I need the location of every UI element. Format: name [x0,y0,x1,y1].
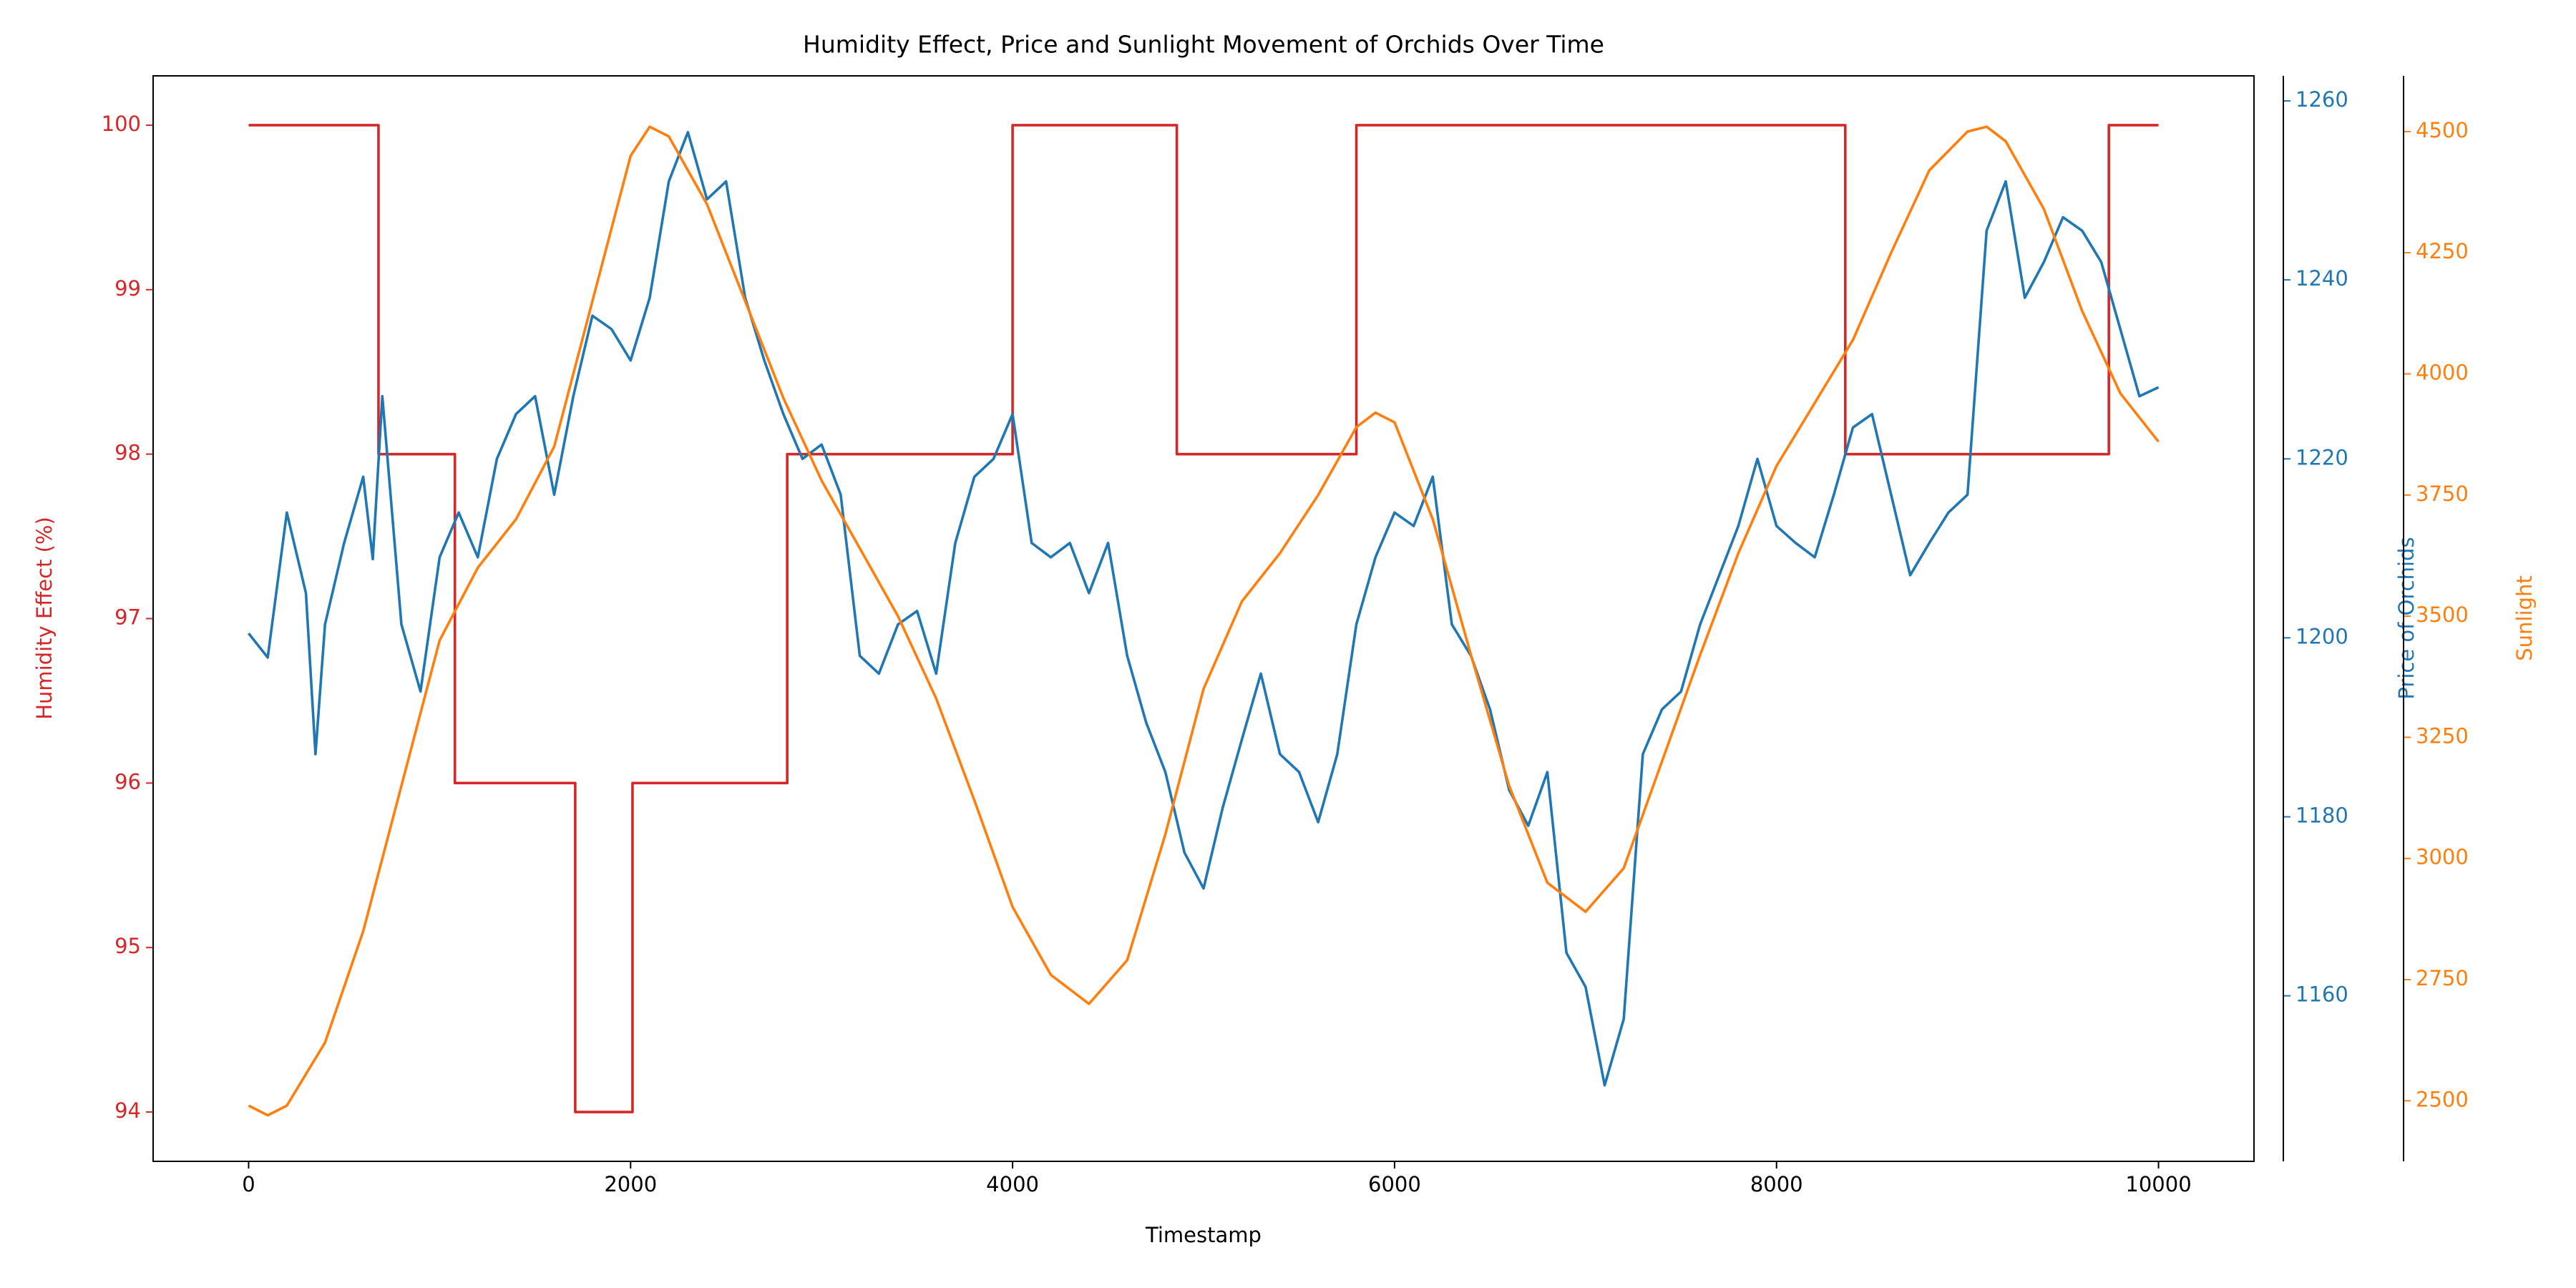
x-tick-label: 0 [242,1172,255,1196]
y3-tick-label: 3750 [2416,482,2469,506]
y3-axis-label: Sunlight [2512,575,2537,660]
y2-tick-label: 1200 [2296,624,2348,648]
series-line [248,124,2159,1113]
y3-tick-label: 4500 [2416,118,2469,142]
series-line [248,130,2160,1087]
y-tick-label: 94 [114,1098,141,1123]
y3-tick-label: 3500 [2416,602,2469,627]
y2-tick-label: 1160 [2296,982,2348,1007]
x-tick-label: 8000 [1750,1172,1803,1196]
y3-tick-label: 2750 [2416,966,2469,990]
y3-tick-label: 4000 [2416,360,2469,384]
y-tick-label: 99 [114,276,141,301]
y-tick-label: 100 [102,112,141,136]
y2-tick-label: 1260 [2296,87,2348,112]
y3-tick-label: 3250 [2416,723,2469,748]
x-tick-label: 10000 [2125,1172,2191,1196]
y2-tick-label: 1220 [2296,445,2348,469]
x-axis-label: Timestamp [1145,1223,1262,1247]
y3-tick-label: 3000 [2416,845,2469,869]
y2-tick-label: 1240 [2296,266,2348,291]
x-tick-label: 4000 [986,1172,1039,1196]
y-tick-label: 95 [114,934,141,958]
y3-tick-label: 4250 [2416,239,2469,263]
y-tick-label: 97 [114,605,141,630]
plot-frame [152,75,2255,1162]
x-tick-label: 6000 [1368,1172,1421,1196]
y-tick-label: 96 [114,769,141,794]
y3-tick-label: 2500 [2416,1087,2469,1111]
series-line [248,125,2160,1117]
x-tick-label: 2000 [604,1172,657,1196]
y-axis-label: Humidity Effect (%) [32,517,57,720]
y-tick-label: 98 [114,441,141,465]
y2-tick-label: 1180 [2296,804,2348,828]
y2-axis-label: Price of Orchids [2394,537,2419,699]
chart-title: Humidity Effect, Price and Sunlight Move… [803,31,1604,59]
